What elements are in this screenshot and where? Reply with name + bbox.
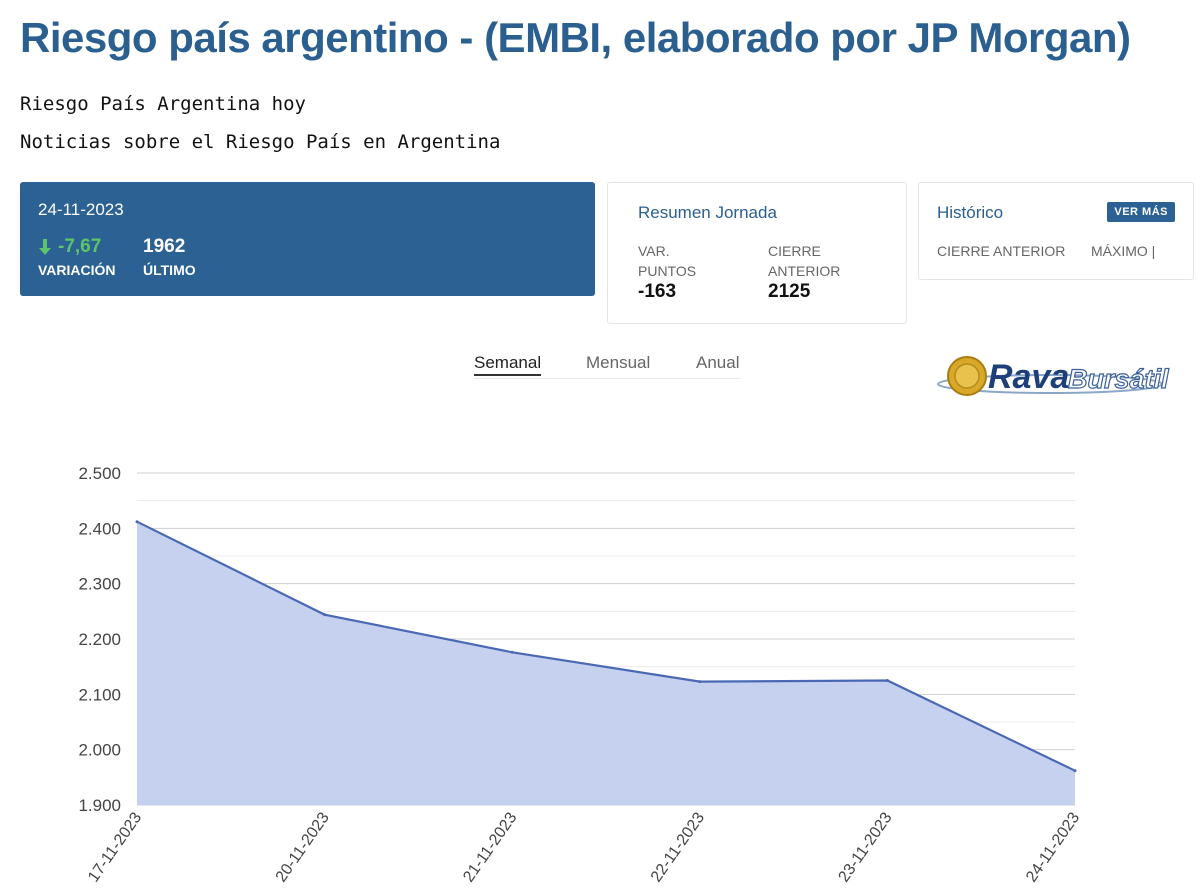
historico-title: Histórico [937,203,1004,222]
x-tick-label: 24-11-2023 [1023,809,1083,885]
resumen-card: Resumen Jornada VAR. PUNTOS -163 CIERRE … [607,182,907,324]
period-tabs: Semanal Mensual Anual [474,352,740,379]
rava-bursatil-logo: Rava Bursátil [937,356,1170,396]
historico-cierre-anterior-label: CIERRE ANTERIOR [937,243,1066,259]
link-noticias-riesgo-pais[interactable]: Noticias sobre el Riesgo País en Argenti… [20,131,501,153]
y-tick-label: 2.500 [78,464,121,483]
y-tick-label: 2.400 [78,519,121,538]
variation-label: VARIACIÓN [38,262,116,278]
y-tick-label: 1.900 [78,796,121,815]
arrow-down-icon [39,239,51,255]
y-tick-label: 2.100 [78,685,121,704]
link-riesgo-pais-hoy[interactable]: Riesgo País Argentina hoy [20,93,306,115]
x-tick-label: 17-11-2023 [85,809,145,885]
var-label-line1: VAR. [638,243,670,259]
variation-value-row: -7,67 [38,236,116,258]
variation-block: -7,67 VARIACIÓN [38,236,116,278]
x-tick-label: 22-11-2023 [648,809,708,885]
data-point [698,680,702,684]
cierre-label-line1: CIERRE [768,243,821,259]
riesgo-pais-chart: 1.900 2.000 2.100 2.200 2.300 2.400 2.500 17-1… [78,464,1083,885]
logo-word-rava: Rava [988,358,1069,396]
x-tick-label: 21-11-2023 [460,809,520,885]
main-quote-card: 24-11-2023 -7,67 VARIACIÓN 1962 ÚLTIMO [20,182,595,296]
tab-mensual[interactable]: Mensual [586,353,651,372]
x-tick-label: 23-11-2023 [835,809,895,885]
area-fill [137,521,1075,805]
last-block: 1962 ÚLTIMO [143,236,196,278]
historico-maximo-label: MÁXIMO | [1091,243,1156,259]
series-line [136,520,1076,772]
var-puntos-label: VAR. PUNTOS [638,241,696,281]
data-point [323,613,327,617]
historico-card: Histórico VER MÁS CIERRE ANTERIOR MÁXIMO… [918,182,1194,280]
tab-anual[interactable]: Anual [696,353,740,372]
ver-mas-button[interactable]: VER MÁS [1107,202,1175,222]
var-label-line2: PUNTOS [638,263,697,279]
y-tick-label: 2.000 [78,741,121,760]
cierre-anterior-label: CIERRE ANTERIOR [768,241,840,281]
data-point [135,520,139,524]
data-point [885,679,889,682]
y-tick-label: 2.300 [78,575,121,594]
quote-date: 24-11-2023 [38,200,124,219]
y-axis-ticks: 1.900 2.000 2.100 2.200 2.300 2.400 2.500 [78,464,121,815]
tab-semanal[interactable]: Semanal [474,353,542,376]
y-tick-label: 2.200 [78,630,121,649]
data-point [510,650,514,654]
x-axis-ticks: 17-11-2023 20-11-2023 21-11-2023 22-11-2023… [85,809,1083,885]
logo-word-bursatil: Bursátil [1068,364,1169,394]
last-label: ÚLTIMO [143,262,196,278]
page-title: Riesgo país argentino - (EMBI, elaborado… [20,14,1131,61]
cierre-label-line2: ANTERIOR [768,263,841,279]
chart-area-series [135,520,1077,805]
cierre-anterior-value: 2125 [768,281,811,302]
last-value: 1962 [143,236,186,257]
x-tick-label: 20-11-2023 [273,809,333,885]
data-point [1073,769,1077,773]
resumen-title: Resumen Jornada [638,203,777,222]
variation-value: -7,67 [58,236,102,257]
var-puntos-value: -163 [638,281,677,302]
